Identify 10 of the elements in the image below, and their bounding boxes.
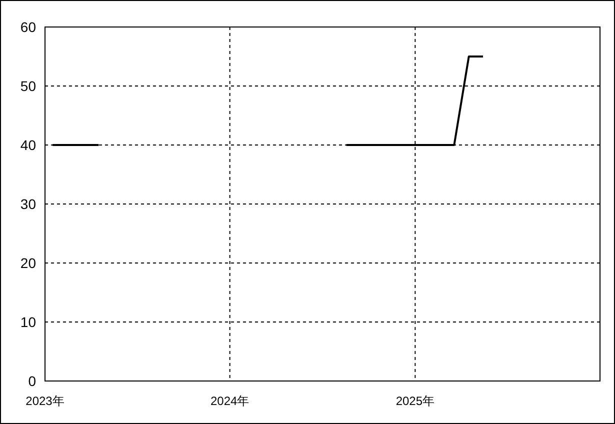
y-tick-label: 60 bbox=[20, 19, 36, 35]
y-tick-label: 40 bbox=[20, 137, 36, 153]
y-tick-label: 20 bbox=[20, 255, 36, 271]
x-tick-label: 2024年 bbox=[210, 394, 250, 408]
x-tick-label: 2025年 bbox=[396, 394, 435, 408]
x-tick-label: 2023年 bbox=[26, 394, 64, 408]
y-tick-label: 30 bbox=[20, 196, 36, 212]
y-tick-label: 0 bbox=[28, 373, 36, 389]
y-tick-label: 10 bbox=[20, 314, 36, 330]
y-tick-label: 50 bbox=[20, 78, 36, 94]
